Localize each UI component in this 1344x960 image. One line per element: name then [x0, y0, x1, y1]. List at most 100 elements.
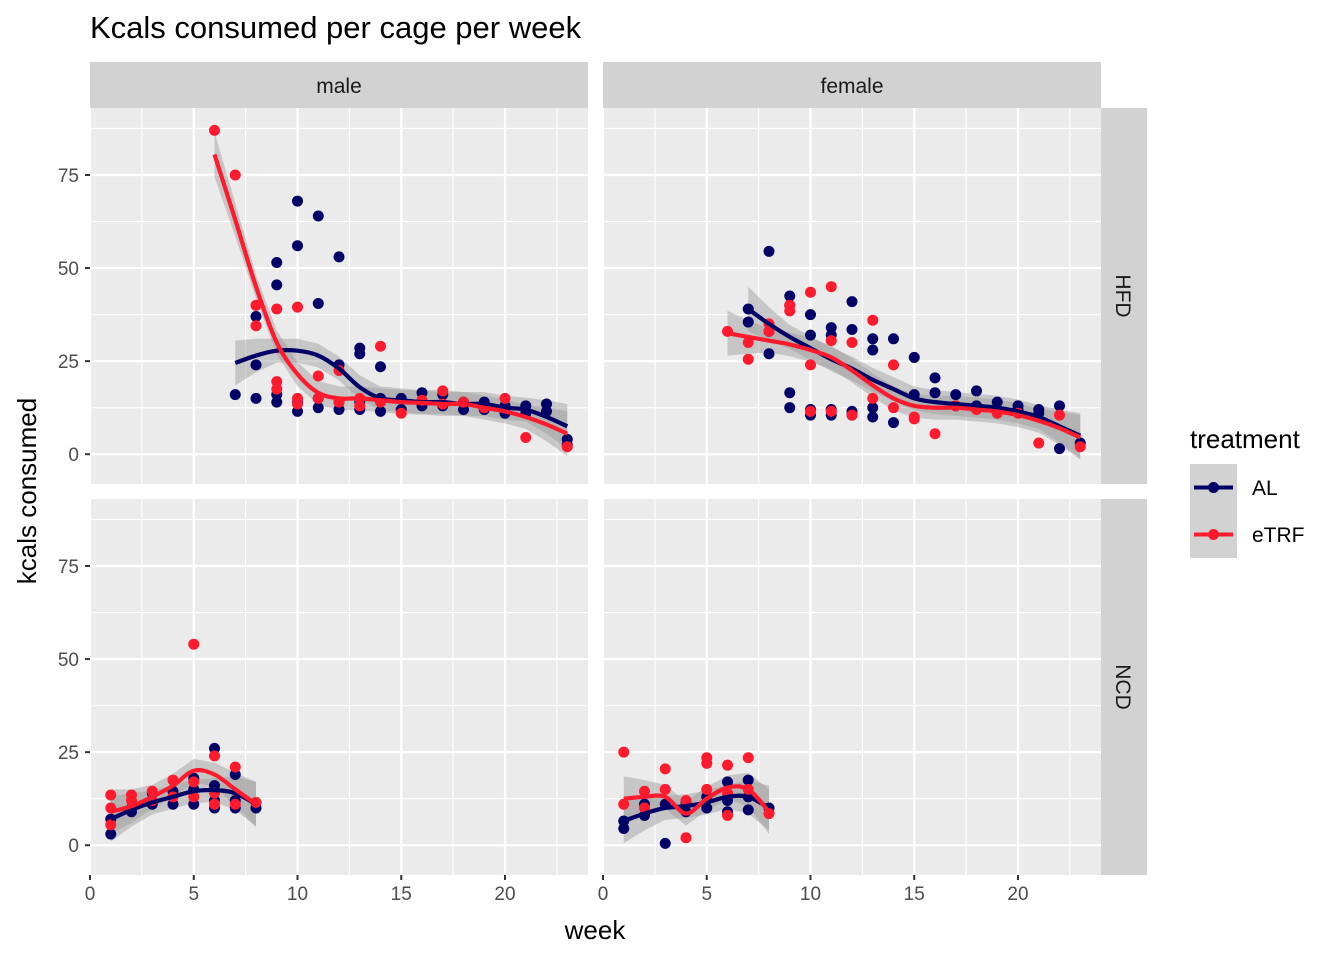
panel-female-NCD: [601, 499, 1101, 875]
data-point-al: [250, 359, 262, 371]
data-point-al: [354, 348, 366, 360]
data-point-etrf: [395, 407, 407, 419]
strip-NCD: [1101, 499, 1147, 875]
data-point-etrf: [888, 359, 899, 371]
legend-label-al: AL: [1252, 477, 1278, 500]
data-point-etrf: [561, 441, 573, 453]
data-point-etrf: [618, 798, 630, 810]
data-point-etrf: [437, 385, 449, 397]
strip-female: [603, 62, 1101, 108]
data-point-al: [846, 296, 858, 308]
y-tick-label: 75: [58, 557, 79, 578]
data-point-etrf: [659, 783, 671, 795]
data-point-al: [971, 385, 982, 397]
data-point-etrf: [1054, 409, 1065, 421]
smooth-line-etrf: [727, 331, 1082, 440]
data-point-etrf: [846, 337, 858, 349]
data-point-etrf: [846, 409, 858, 421]
strip-label-HFD: HFD: [1111, 274, 1134, 317]
panel-female-HFD: [601, 108, 1101, 484]
data-point-etrf: [271, 383, 283, 395]
data-point-etrf: [1074, 441, 1086, 453]
panel-male-HFD: [88, 108, 588, 484]
data-point-al: [375, 361, 386, 373]
data-point-etrf: [209, 124, 220, 136]
data-point-etrf: [188, 776, 200, 788]
data-point-al: [742, 804, 754, 816]
y-tick-label: 25: [58, 743, 79, 764]
legend: treatment AL eTRF: [1190, 424, 1305, 558]
legend-point-etrf: [1208, 529, 1219, 540]
data-point-al: [1054, 443, 1065, 455]
data-point-al: [250, 310, 262, 322]
data-point-etrf: [742, 353, 754, 365]
chart-title: Kcals consumed per cage per week: [90, 10, 582, 45]
data-point-al: [271, 256, 283, 268]
data-point-etrf: [742, 337, 754, 349]
data-point-etrf: [105, 819, 117, 831]
legend-point-al: [1208, 482, 1219, 493]
x-tick-label: 5: [701, 884, 712, 905]
facet-panels: [88, 108, 1101, 875]
panel-background: [90, 499, 588, 875]
smooth-line-al: [747, 307, 1082, 438]
data-point-al: [867, 411, 879, 423]
data-point-etrf: [867, 392, 879, 404]
data-point-etrf: [680, 795, 692, 807]
x-tick-label: 15: [391, 884, 412, 905]
data-point-al: [722, 776, 733, 788]
data-point-al: [1054, 400, 1065, 412]
data-point-al: [292, 195, 303, 207]
data-point-etrf: [229, 798, 241, 810]
axes: 0 25 50 75 0 25 50 75 0 5 10 15 20 0 5 10 15 20: [58, 166, 1029, 905]
data-point-etrf: [229, 761, 241, 773]
smooth-line-al: [109, 787, 258, 822]
x-tick-label: 10: [800, 884, 821, 905]
data-point-etrf: [742, 752, 754, 764]
smooth-line-etrf: [623, 784, 771, 816]
data-point-etrf: [701, 757, 713, 769]
data-point-etrf: [188, 638, 200, 650]
data-point-al: [763, 245, 775, 257]
smooth-line-etrf: [110, 768, 258, 814]
data-point-etrf: [784, 305, 796, 317]
data-point-al: [929, 387, 941, 399]
data-point-al: [105, 828, 117, 840]
x-axis-title: week: [564, 915, 627, 945]
facet-strips: male female HFD NCD: [90, 62, 1147, 875]
data-point-al: [375, 405, 386, 417]
data-point-al: [229, 389, 241, 401]
data-point-al: [312, 210, 324, 222]
data-point-al: [784, 290, 796, 302]
data-point-etrf: [271, 303, 283, 315]
data-point-al: [805, 309, 816, 321]
data-point-etrf: [499, 392, 511, 404]
data-point-etrf: [1033, 437, 1045, 449]
data-point-etrf: [929, 428, 941, 440]
data-point-al: [292, 240, 303, 252]
data-point-al: [784, 402, 796, 414]
smooth-line-al: [623, 793, 771, 823]
data-point-etrf: [680, 832, 692, 844]
data-point-al: [271, 279, 283, 291]
y-tick-label: 50: [58, 650, 79, 671]
y-tick-label: 0: [68, 445, 79, 466]
x-tick-label: 0: [598, 884, 609, 905]
y-axis-title: kcals consumed: [12, 398, 42, 584]
x-tick-label: 15: [904, 884, 925, 905]
data-point-al: [888, 417, 899, 429]
strip-label-male: male: [316, 75, 362, 98]
x-tick-label: 20: [1007, 884, 1028, 905]
data-point-etrf: [105, 789, 117, 801]
data-point-etrf: [209, 750, 220, 762]
data-point-etrf: [722, 809, 733, 821]
data-point-etrf: [375, 340, 386, 352]
data-point-al: [950, 389, 962, 401]
data-point-al: [846, 324, 858, 336]
data-point-etrf: [825, 405, 837, 417]
data-point-etrf: [701, 783, 713, 795]
x-tick-label: 0: [85, 884, 96, 905]
data-point-al: [701, 802, 713, 814]
data-point-al: [742, 774, 754, 786]
